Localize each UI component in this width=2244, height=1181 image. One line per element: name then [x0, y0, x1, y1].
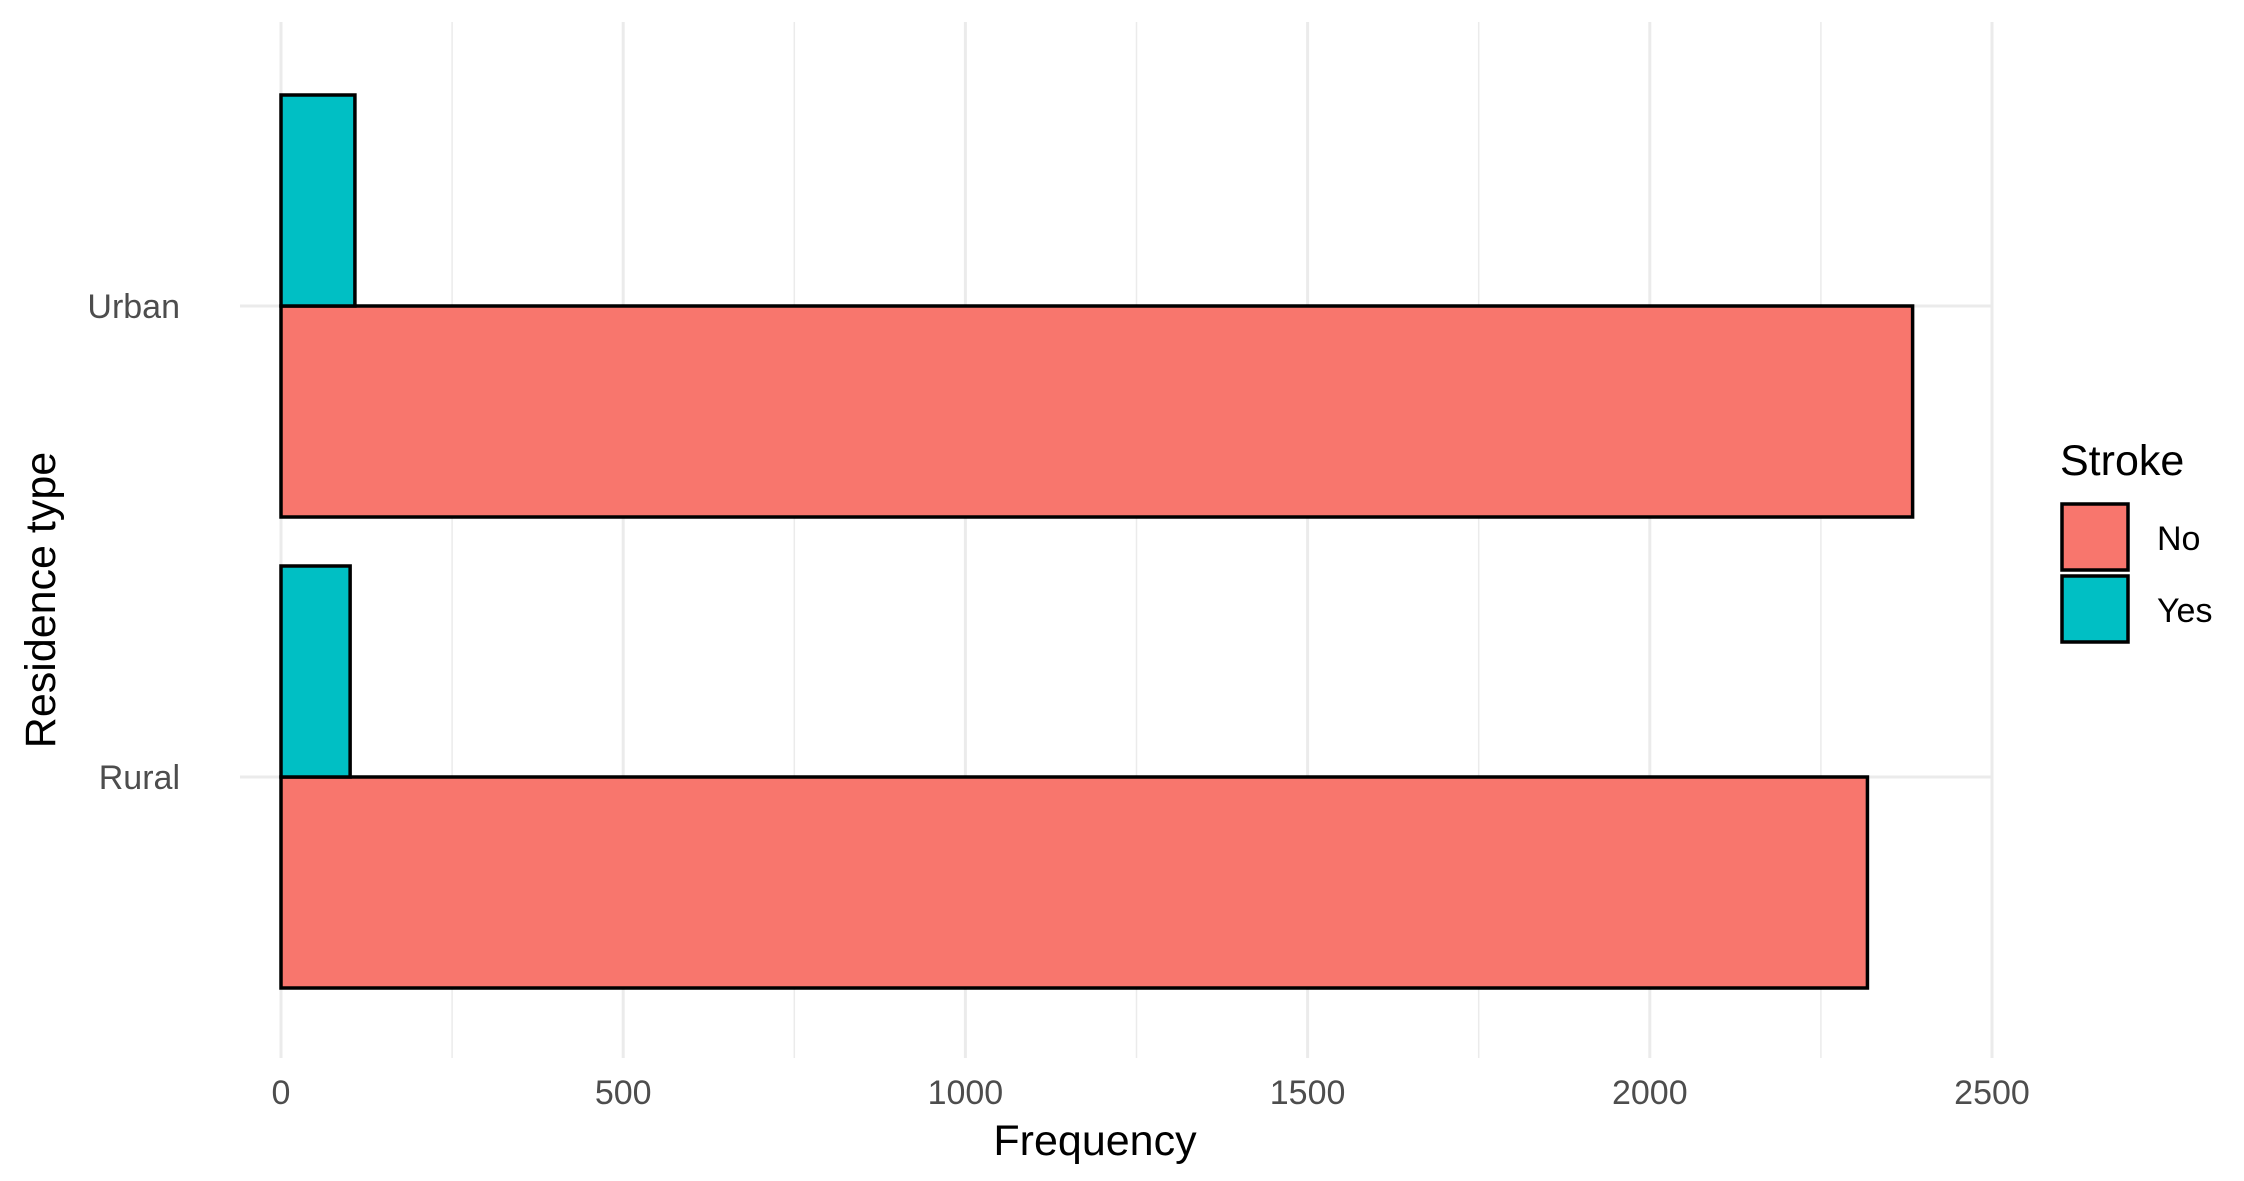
y-tick-label: Rural — [99, 759, 180, 797]
legend-key-yes — [2060, 574, 2130, 644]
x-tick-label: 2000 — [1612, 1074, 1688, 1112]
legend-key-no — [2060, 502, 2130, 572]
bars-layer — [279, 93, 1915, 990]
bar-rural-no — [279, 775, 1870, 990]
legend-items: No Yes — [2060, 502, 2212, 644]
bar-urban-yes — [279, 93, 357, 308]
bar-rural-yes — [279, 564, 352, 779]
legend-label-no: No — [2157, 520, 2200, 558]
y-tick-labels: Rural Urban — [87, 288, 180, 797]
bar-urban-no — [279, 304, 1915, 519]
y-tick-label: Urban — [87, 288, 180, 326]
legend-title: Stroke — [2060, 437, 2184, 485]
x-tick-label: 2500 — [1954, 1074, 2030, 1112]
x-tick-label: 1500 — [1270, 1074, 1346, 1112]
x-tick-label: 0 — [272, 1074, 291, 1112]
legend: Stroke No Yes — [2060, 437, 2212, 644]
x-tick-labels: 0 500 1000 1500 2000 2500 — [272, 1074, 2030, 1112]
x-tick-label: 1000 — [928, 1074, 1004, 1112]
x-tick-label: 500 — [595, 1074, 652, 1112]
y-axis-title: Residence type — [17, 452, 65, 748]
legend-label-yes: Yes — [2157, 592, 2212, 630]
x-axis-title: Frequency — [993, 1117, 1197, 1165]
